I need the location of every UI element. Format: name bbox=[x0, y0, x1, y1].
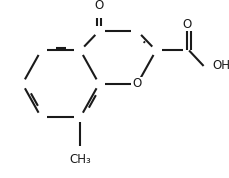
Text: O: O bbox=[132, 77, 141, 90]
Text: O: O bbox=[94, 0, 103, 12]
Text: O: O bbox=[182, 18, 191, 31]
Text: CH₃: CH₃ bbox=[69, 153, 91, 166]
Text: OH: OH bbox=[211, 59, 229, 72]
